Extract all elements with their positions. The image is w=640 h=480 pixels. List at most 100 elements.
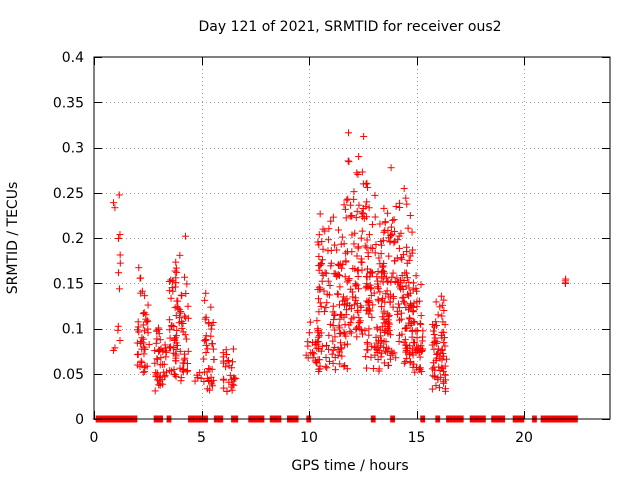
data-point-plus: [314, 325, 322, 333]
data-point-plus: [381, 298, 389, 306]
data-point-plus: [310, 350, 318, 358]
y-tick-label: 0.2: [62, 231, 84, 247]
data-point-plus: [331, 366, 339, 374]
data-point-plus: [322, 304, 330, 312]
data-point-plus: [318, 269, 326, 277]
data-point-plus: [404, 224, 412, 232]
data-point-plus: [343, 278, 351, 286]
grid: [94, 57, 610, 419]
data-point-plus: [441, 362, 449, 370]
data-point-plus: [388, 273, 396, 281]
data-point-plus: [346, 327, 354, 335]
y-tick-label: 0.35: [53, 95, 84, 111]
data-point-plus: [428, 385, 436, 393]
data-point-plus: [352, 282, 360, 290]
data-point-plus: [334, 226, 342, 234]
data-point-plus: [220, 359, 228, 367]
data-point-plus: [351, 229, 359, 237]
data-point-plus: [324, 247, 332, 255]
data-point-plus: [329, 337, 337, 345]
data-point-plus: [177, 377, 185, 385]
data-point-plus: [175, 314, 183, 322]
data-point-plus: [442, 385, 450, 393]
data-point-plus: [363, 306, 371, 314]
data-point-plus: [177, 308, 185, 316]
data-point-plus: [115, 269, 123, 277]
data-point-plus: [169, 287, 177, 295]
data-point-plus: [398, 255, 406, 263]
data-point-plus: [176, 364, 184, 372]
data-point-plus: [373, 323, 381, 331]
data-point-plus: [392, 354, 400, 362]
data-point-plus: [410, 339, 418, 347]
data-point-plus: [383, 344, 391, 352]
data-point-plus: [166, 326, 174, 334]
data-point-plus: [110, 199, 118, 207]
data-point-plus: [385, 312, 393, 320]
data-point-plus: [228, 376, 236, 384]
data-point-plus: [368, 342, 376, 350]
data-point-plus: [202, 313, 210, 321]
data-point-plus: [315, 308, 323, 316]
chart-title: Day 121 of 2021, SRMTID for receiver ous…: [198, 19, 501, 35]
data-point-plus: [353, 252, 361, 260]
data-point-plus: [370, 289, 378, 297]
data-point-plus: [384, 316, 392, 324]
data-point-plus: [363, 265, 371, 273]
data-point-plus: [373, 339, 381, 347]
data-point-plus: [138, 287, 146, 295]
data-point-plus: [116, 259, 124, 267]
y-axis-label: SRMTID / TECUs: [5, 182, 21, 295]
data-point-plus: [397, 285, 405, 293]
data-point-plus: [380, 259, 388, 267]
data-point-plus: [176, 251, 184, 259]
data-point-plus: [141, 368, 149, 376]
data-point-plus: [441, 321, 449, 329]
data-point-plus: [316, 210, 324, 218]
data-point-plus: [210, 355, 218, 363]
data-point-plus: [324, 277, 332, 285]
data-point-plus: [416, 353, 424, 361]
data-point-plus: [377, 241, 385, 249]
data-point-plus: [380, 359, 388, 367]
data-points: [92, 129, 581, 423]
data-point-plus: [166, 316, 174, 324]
data-point-plus: [370, 364, 378, 372]
data-point-plus: [381, 269, 389, 277]
data-point-plus: [353, 324, 361, 332]
data-point-plus: [371, 191, 379, 199]
data-point-plus: [322, 354, 330, 362]
data-point-plus: [155, 346, 163, 354]
data-point-plus: [168, 284, 176, 292]
data-point-plus: [404, 290, 412, 298]
data-point-plus: [409, 363, 417, 371]
data-point-plus: [436, 354, 444, 362]
data-point-plus: [329, 359, 337, 367]
data-point-plus: [363, 236, 371, 244]
data-point-plus: [180, 359, 188, 367]
data-point-plus: [304, 342, 312, 350]
data-point-plus: [338, 344, 346, 352]
data-point-plus: [156, 380, 164, 388]
data-point-plus: [326, 357, 334, 365]
data-point-plus: [208, 365, 216, 373]
data-point-plus: [438, 346, 446, 354]
data-point-plus: [183, 280, 191, 288]
data-point-plus: [137, 357, 145, 365]
data-point-plus: [116, 251, 124, 259]
data-point-plus: [338, 352, 346, 360]
data-point-plus: [394, 300, 402, 308]
data-point-plus: [406, 359, 414, 367]
data-point-plus: [152, 373, 160, 381]
data-point-plus: [205, 320, 213, 328]
data-point-plus: [405, 314, 413, 322]
data-point-plus: [209, 345, 217, 353]
data-point-plus: [325, 225, 333, 233]
data-point-plus: [364, 283, 372, 291]
data-point-plus: [172, 357, 180, 365]
data-point-plus: [155, 381, 163, 389]
data-point-plus: [389, 303, 397, 311]
data-point-plus: [368, 221, 376, 229]
data-point-plus: [408, 333, 416, 341]
data-point-plus: [395, 337, 403, 345]
